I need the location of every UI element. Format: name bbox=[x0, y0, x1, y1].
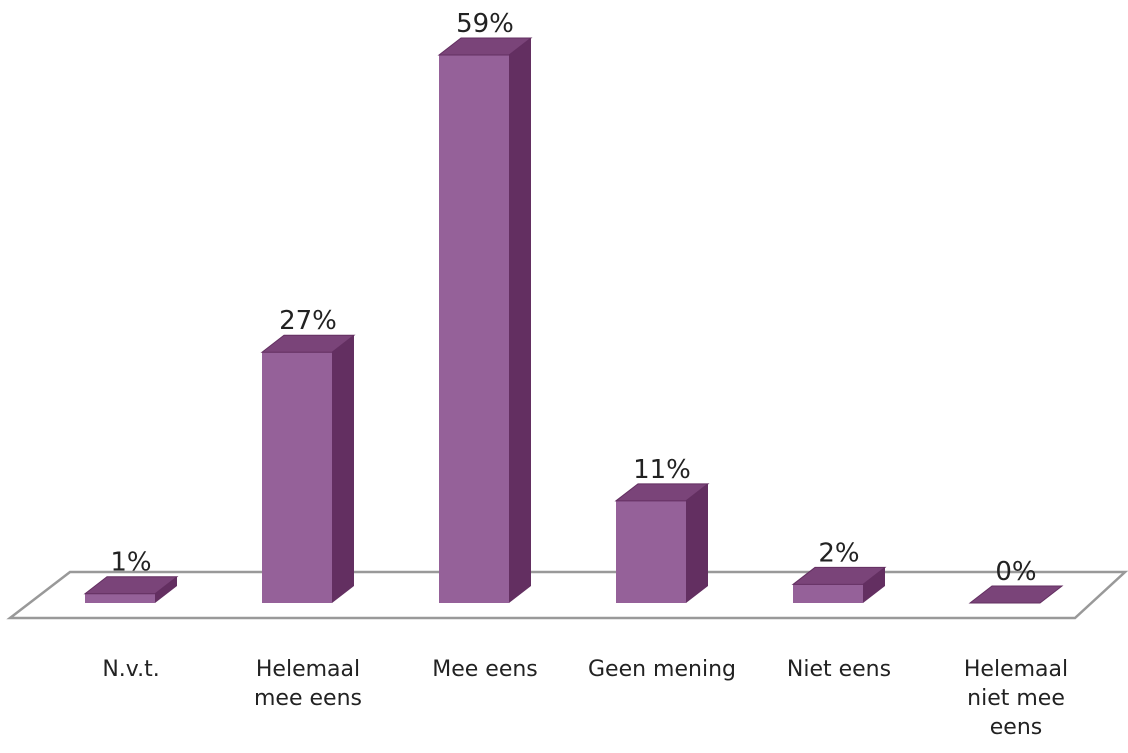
bar-side bbox=[863, 567, 885, 603]
x-tick-label: Niet eens bbox=[786, 657, 892, 682]
bar-front bbox=[262, 352, 332, 603]
value-label: 2% bbox=[818, 538, 859, 568]
bar-side bbox=[686, 483, 708, 603]
bar bbox=[83, 576, 179, 603]
floor bbox=[6, 570, 1128, 620]
x-tick-label: Mee eens bbox=[432, 657, 538, 682]
bar-top bbox=[614, 483, 710, 502]
bar bbox=[437, 37, 533, 603]
x-tick-label: Geen mening bbox=[588, 657, 736, 682]
bar bbox=[968, 585, 1064, 604]
bar-side bbox=[509, 38, 531, 603]
bar bbox=[614, 483, 710, 603]
x-tick-label: Helemaal mee eens bbox=[254, 657, 362, 711]
value-label: 27% bbox=[279, 306, 337, 336]
bar-top bbox=[791, 566, 887, 585]
bar-top bbox=[260, 334, 356, 353]
x-tick-label: N.v.t. bbox=[102, 657, 160, 682]
value-label: 59% bbox=[456, 9, 514, 39]
bar-top bbox=[437, 37, 533, 56]
value-label: 0% bbox=[995, 557, 1036, 587]
x-tick-label: Helemaal niet mee eens bbox=[963, 657, 1069, 740]
bar-front bbox=[439, 55, 509, 603]
bar-top bbox=[968, 585, 1064, 604]
bar-front bbox=[793, 584, 863, 603]
bar-front bbox=[85, 593, 155, 603]
value-label: 11% bbox=[633, 455, 691, 485]
bar-front bbox=[616, 500, 686, 603]
value-label: 1% bbox=[110, 548, 151, 578]
bar bbox=[260, 334, 356, 603]
bar-side bbox=[332, 335, 354, 603]
bar-side bbox=[155, 576, 177, 603]
bar bbox=[791, 566, 887, 603]
bar-top bbox=[83, 576, 179, 595]
